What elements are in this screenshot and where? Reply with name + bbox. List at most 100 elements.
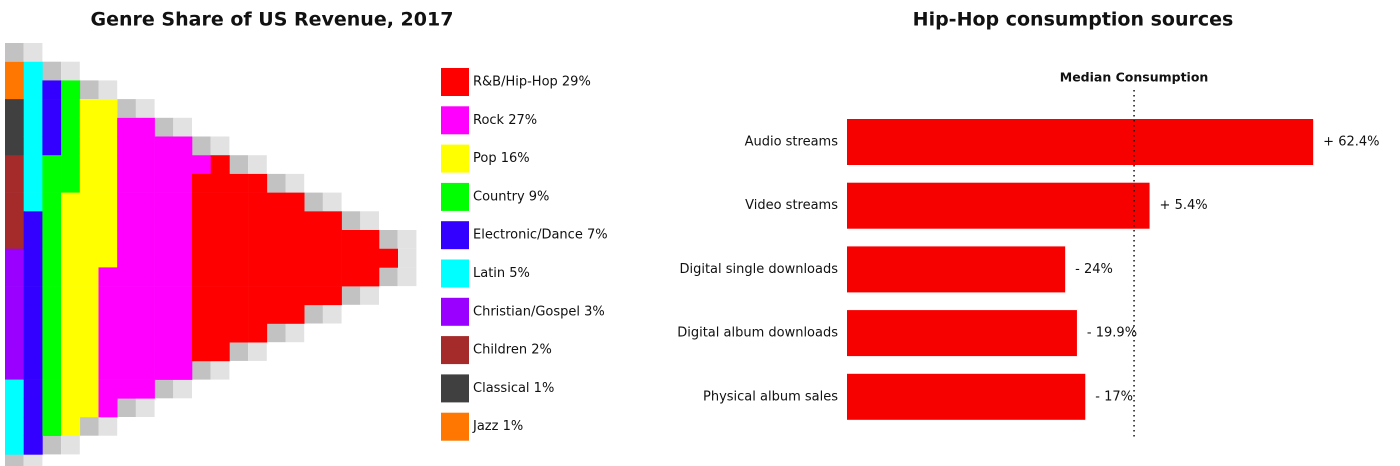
cell — [5, 435, 24, 455]
cell — [322, 286, 342, 306]
cell — [5, 304, 24, 324]
legend-swatch — [441, 297, 469, 326]
legend-swatch — [441, 412, 469, 441]
cell — [304, 248, 324, 268]
cell — [266, 248, 286, 268]
cell — [304, 211, 324, 231]
cell — [117, 323, 137, 343]
cell — [23, 248, 43, 268]
legend-label: Jazz 1% — [472, 419, 523, 434]
shadow-cell — [135, 99, 155, 118]
cell — [98, 173, 118, 193]
cell — [79, 173, 99, 193]
cell — [192, 211, 211, 231]
cell — [266, 192, 286, 212]
cell — [117, 342, 137, 362]
cell — [42, 173, 62, 193]
genre-cells — [98, 117, 211, 418]
cell — [42, 80, 62, 100]
cell — [79, 342, 99, 362]
bar — [847, 119, 1314, 165]
cell — [98, 248, 118, 268]
cell — [135, 286, 155, 306]
cell — [173, 323, 193, 343]
cell — [192, 192, 211, 212]
category-label: Digital single downloads — [679, 262, 838, 277]
shadow-cell — [192, 136, 211, 156]
cell — [98, 117, 118, 137]
shadow-cell — [5, 43, 24, 62]
cell — [154, 360, 174, 380]
cell — [98, 379, 118, 399]
cell — [79, 99, 99, 119]
cell — [61, 136, 81, 156]
cell — [79, 155, 99, 175]
cell — [5, 99, 24, 119]
cell — [154, 342, 174, 362]
cell — [23, 61, 43, 81]
cell — [98, 398, 118, 418]
cell — [322, 267, 342, 287]
cell — [5, 417, 24, 436]
cell — [23, 417, 43, 436]
genre-cells — [23, 80, 62, 455]
cell — [322, 211, 342, 231]
value-label: - 19.9% — [1087, 326, 1137, 341]
cell — [210, 304, 230, 324]
legend-label: R&B/Hip-Hop 29% — [473, 75, 591, 90]
shadow-cell — [192, 360, 211, 380]
shadow-cell — [304, 304, 323, 324]
cell — [42, 267, 62, 287]
cell — [229, 230, 249, 249]
shadow-cell — [379, 230, 398, 249]
cell — [154, 155, 174, 175]
shadow-cell — [79, 417, 99, 436]
cell — [61, 99, 81, 119]
cell — [98, 267, 118, 287]
shadow-cell — [42, 435, 62, 455]
genre-cells — [5, 61, 43, 455]
cell — [192, 155, 211, 175]
cell — [42, 379, 62, 399]
legend-label: Country 9% — [473, 189, 549, 204]
cell — [5, 117, 24, 137]
cell — [135, 379, 155, 399]
cell — [23, 230, 43, 249]
shadow-cell — [154, 117, 174, 137]
cell — [173, 360, 193, 380]
cell — [229, 286, 249, 306]
shadow-cell — [229, 155, 249, 174]
shadow-cell — [173, 379, 192, 399]
cell — [266, 286, 286, 306]
legend-swatch — [441, 259, 469, 288]
cell — [42, 99, 62, 119]
legend-swatch — [441, 68, 469, 96]
cell — [135, 248, 155, 268]
category-label: Video streams — [745, 198, 838, 213]
cell — [285, 304, 305, 324]
cell — [5, 136, 24, 156]
cell — [23, 323, 43, 343]
cell — [322, 230, 342, 249]
annotation: Median Consumption — [1060, 70, 1209, 85]
legend-label: Christian/Gospel 3% — [473, 304, 605, 319]
cell — [285, 230, 305, 249]
cell — [117, 136, 137, 156]
cell — [135, 155, 155, 175]
cell — [322, 248, 342, 268]
cell — [42, 304, 62, 324]
cell — [135, 173, 155, 193]
cell — [117, 304, 137, 324]
cell — [173, 173, 193, 193]
cell — [5, 267, 24, 287]
cell — [210, 342, 230, 362]
cell — [117, 360, 137, 380]
cell — [229, 304, 249, 324]
legend-swatch — [441, 374, 469, 403]
shadow-cell — [360, 211, 379, 230]
cell — [154, 323, 174, 343]
cell — [248, 173, 268, 193]
cell — [79, 267, 99, 287]
legend-label: Rock 27% — [473, 113, 537, 128]
cell — [42, 136, 62, 156]
